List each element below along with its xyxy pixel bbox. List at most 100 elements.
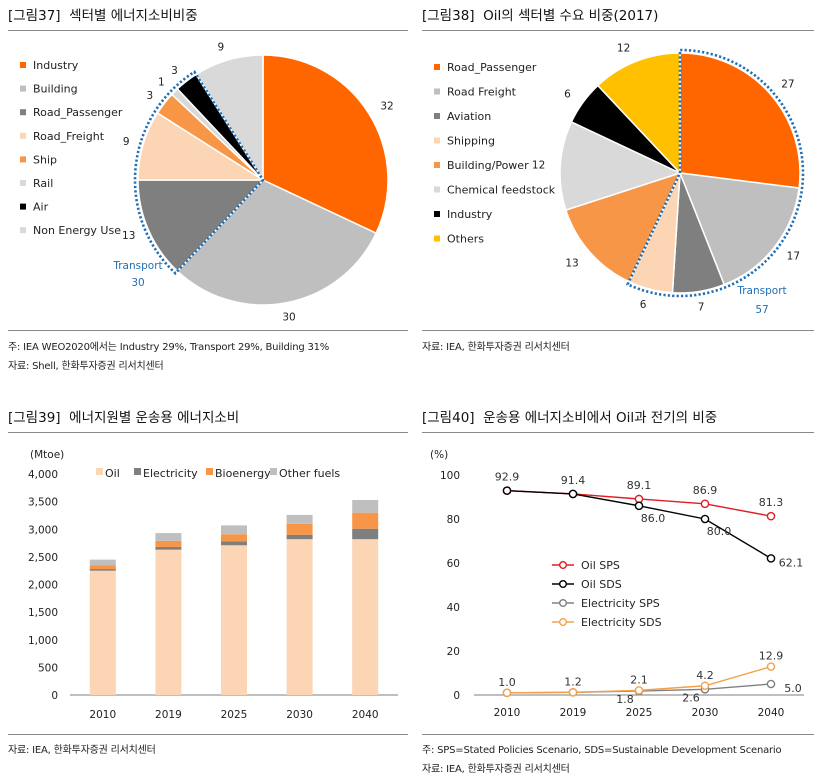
legend-label-others: Others xyxy=(447,233,484,246)
legend-swatch-road-passenger xyxy=(20,109,26,116)
bar-bioenergy-2025 xyxy=(221,534,247,542)
data-label-electricity-sps: 5.0 xyxy=(784,682,802,695)
fig39-title-tag: [그림39] xyxy=(8,410,61,426)
fig38-source: 자료: IEA, 한화투자증권 리서치센터 xyxy=(422,342,570,353)
pie-slice-industry xyxy=(262,54,389,235)
data-label-electricity-sds: 1.0 xyxy=(498,676,516,689)
legend-swatch-non-energy-use xyxy=(20,227,26,234)
y-tick-label: 500 xyxy=(38,662,58,674)
pie-value-label: 13 xyxy=(122,230,135,242)
x-tick-label: 2019 xyxy=(560,707,587,719)
legend-label-oil-sds: Oil SDS xyxy=(581,578,622,591)
pie-value-label: 3 xyxy=(171,65,178,77)
bar-bioenergy-2030 xyxy=(286,523,313,535)
bar-electricity-2019 xyxy=(155,546,182,550)
fig38-panel: [그림38] Oil의 섹터별 수요 비중(2017) 27 17 7 6 13 12 6 1… xyxy=(422,0,814,380)
x-tick-label: 2010 xyxy=(89,709,116,721)
y-tick-label: 2,500 xyxy=(28,552,58,564)
data-label-electricity-sps: 1.8 xyxy=(616,693,634,706)
bar-other-fuels-2040 xyxy=(352,499,379,513)
data-label-oil-sds: 62.1 xyxy=(779,556,804,569)
legend-label-oil: Oil xyxy=(105,467,120,480)
bar-other-fuels-2019 xyxy=(155,533,182,541)
fig40-bottom-rule xyxy=(422,734,814,735)
bar-electricity-2040 xyxy=(352,528,379,540)
marker-oil-sds xyxy=(568,489,578,499)
bar-electricity-2010 xyxy=(89,569,116,571)
fig40-panel: [그림40] 운송용 에너지소비에서 Oil과 전기의 비중 (%) 0 20 40 6… xyxy=(422,402,814,780)
legend-label-air: Air xyxy=(33,201,49,214)
legend-label-electricity: Electricity xyxy=(143,467,198,480)
y-tick-label: 60 xyxy=(447,558,460,570)
legend-swatch-road-freight xyxy=(434,88,440,95)
transport-annotation-label: Transport xyxy=(736,285,786,297)
bar-bioenergy-2040 xyxy=(352,512,379,529)
legend-swatch-road-passenger xyxy=(434,64,440,70)
fig39-chart: (Mtoe) 0 500 1,000 1,500 2,000 2,500 3,000 3,500… xyxy=(28,449,398,721)
legend-swatch-air xyxy=(20,203,26,210)
legend-swatch-rail xyxy=(20,180,26,186)
data-label-electricity-sds: 1.2 xyxy=(564,675,582,688)
legend-label-road-passenger: Road_Passenger xyxy=(447,61,537,74)
marker-electricity-sps xyxy=(766,679,776,689)
y-tick-label: 0 xyxy=(51,690,58,702)
bar-bioenergy-2019 xyxy=(155,540,182,547)
legend-swatch-industry xyxy=(434,211,440,217)
legend-swatch-others xyxy=(434,235,440,242)
data-label-oil-sps: 81.3 xyxy=(759,496,784,509)
bar-other-fuels-2030 xyxy=(286,514,313,524)
fig37-title: [그림37] 섹터별 에너지소비비중 xyxy=(8,4,198,24)
y-tick-label: 40 xyxy=(447,602,460,614)
legend-swatch-other-fuels xyxy=(270,468,277,475)
legend-swatch-building-power xyxy=(434,162,440,168)
legend-swatch-electricity xyxy=(134,468,141,475)
legend-label-other-fuels: Other fuels xyxy=(279,467,340,480)
fig40-note: 주: SPS=Stated Policies Scenario, SDS=Sus… xyxy=(422,745,782,756)
transport-annotation-label: Transport xyxy=(112,260,162,272)
pie-slice-chemical-feedstock xyxy=(559,120,683,212)
legend-swatch-ship xyxy=(20,156,26,163)
legend-swatch-building xyxy=(20,85,26,92)
legend-marker-electricity-sps xyxy=(558,598,567,607)
legend-label-aviation: Aviation xyxy=(447,110,491,123)
fig39-source: 자료: IEA, 한화투자증권 리서치센터 xyxy=(8,745,156,756)
x-tick-label: 2030 xyxy=(692,707,719,719)
legend-swatch-shipping xyxy=(434,137,440,144)
fig38-chart: 27 17 7 6 13 12 6 12 Road_Passenger Road Freight A… xyxy=(434,42,805,316)
marker-electricity-sds xyxy=(634,686,644,695)
legend-label-rail: Rail xyxy=(33,177,53,190)
legend-label-building: Building xyxy=(33,83,78,96)
pie-value-label: 17 xyxy=(787,251,800,263)
x-tick-label: 2030 xyxy=(286,709,313,721)
data-label-oil-sps: 86.9 xyxy=(693,484,718,497)
marker-oil-sds xyxy=(700,514,710,524)
fig39-title-rule xyxy=(8,432,408,433)
data-label-electricity-sds: 12.9 xyxy=(759,650,784,663)
marker-oil-sps xyxy=(634,494,644,504)
pie-slice-road-passenger xyxy=(679,52,801,189)
fig38-title-tag: [그림38] xyxy=(422,8,475,24)
pie-value-label: 7 xyxy=(698,301,705,313)
data-label-electricity-sps: 2.6 xyxy=(682,691,700,704)
pie-value-label: 3 xyxy=(146,90,153,102)
fig39-panel: [그림39] 에너지원별 운송용 에너지소비 (Mtoe) 0 500 1,000 1,… xyxy=(8,402,408,780)
y-tick-label: 2,000 xyxy=(28,580,58,592)
x-tick-label: 2040 xyxy=(352,709,379,721)
bar-oil-2030 xyxy=(286,539,313,695)
y-tick-label: 1,000 xyxy=(28,635,58,647)
transport-annotation-value: 57 xyxy=(755,304,768,316)
legend-marker-electricity-sds xyxy=(558,617,567,626)
legend-swatch-aviation xyxy=(434,113,440,119)
legend-swatch-bioenergy xyxy=(206,468,213,475)
legend-label-road-freight: Road Freight xyxy=(447,86,517,99)
fig37-note: 주: IEA WEO2020에서는 Industry 29%, Transpor… xyxy=(8,342,330,353)
y-axis-unit: (%) xyxy=(430,449,448,461)
fig37-title-rule xyxy=(8,30,408,31)
data-label-oil-sps: 89.1 xyxy=(627,479,652,492)
legend-swatch-industry xyxy=(20,62,26,68)
y-tick-label: 1,500 xyxy=(28,607,58,619)
data-label-oil-sds: 86.0 xyxy=(641,512,666,525)
pie-value-label: 12 xyxy=(617,42,630,54)
data-label-electricity-sds: 4.2 xyxy=(696,669,714,682)
y-tick-label: 80 xyxy=(447,514,460,526)
